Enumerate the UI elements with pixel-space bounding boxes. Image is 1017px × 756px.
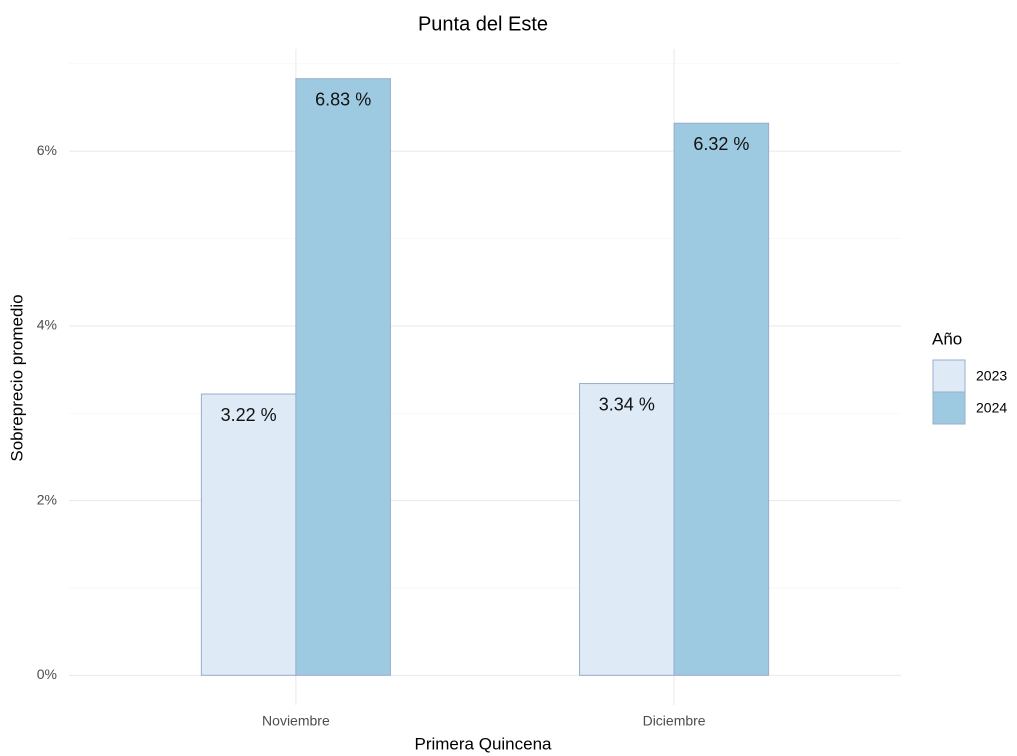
bar	[579, 383, 675, 676]
y-tick-label: 6%	[37, 142, 57, 158]
legend-key	[932, 359, 966, 393]
x-tick-label: Diciembre	[643, 713, 706, 729]
x-tick-label: Noviembre	[262, 713, 330, 729]
value-label: 6.83 %	[315, 89, 371, 109]
value-label: 3.22 %	[221, 405, 277, 425]
legend-key	[932, 391, 966, 425]
y-tick-label: 4%	[37, 317, 57, 333]
x-axis-title: Primera Quincena	[414, 734, 552, 753]
legend-title: Año	[932, 329, 962, 348]
y-axis-title: Sobreprecio promedio	[7, 294, 26, 461]
y-tick-label: 0%	[37, 666, 57, 682]
bar	[200, 393, 297, 676]
bar	[295, 78, 391, 676]
bar	[673, 122, 770, 676]
chart-title: Punta del Este	[418, 13, 548, 35]
legend-label: 2024	[976, 400, 1007, 416]
value-label: 3.34 %	[599, 394, 655, 414]
y-tick-label: 2%	[37, 491, 57, 507]
legend-label: 2023	[976, 368, 1007, 384]
value-label: 6.32 %	[693, 134, 749, 154]
